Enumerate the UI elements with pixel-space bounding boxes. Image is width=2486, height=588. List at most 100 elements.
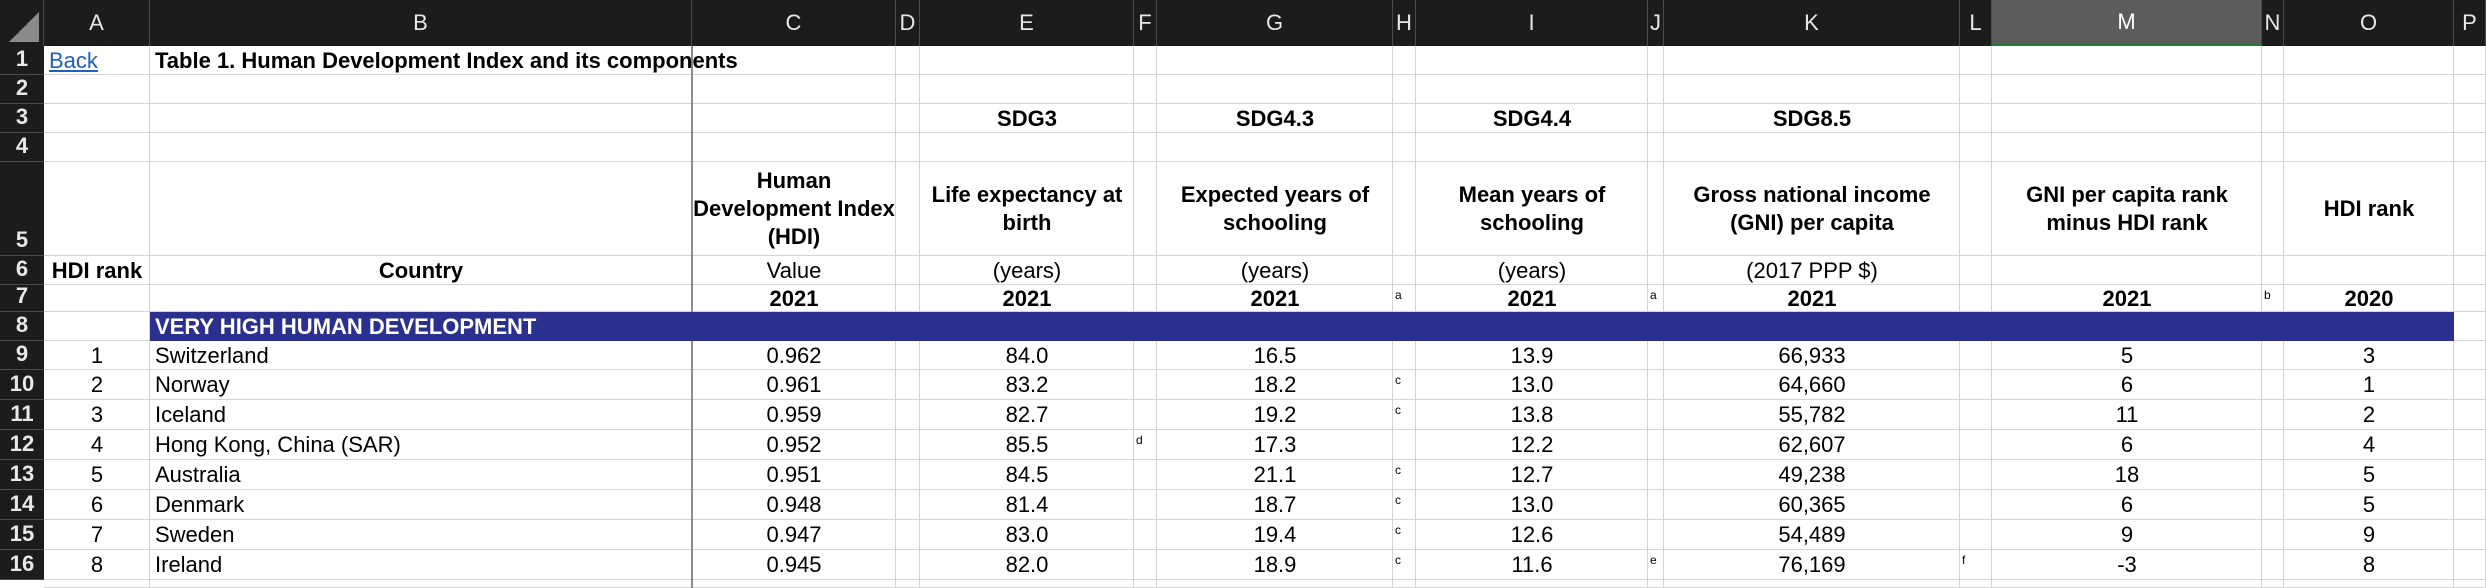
cell-hdi-value[interactable]: 0.947: [766, 522, 822, 547]
column-header-k[interactable]: K: [1664, 0, 1960, 46]
row-header-13[interactable]: 13: [0, 460, 44, 490]
cell-gni-rank-diff[interactable]: 9: [2120, 522, 2134, 547]
row-header-4[interactable]: 4: [0, 133, 44, 162]
column-header-b[interactable]: B: [150, 0, 692, 46]
cell-life-expectancy[interactable]: 83.2: [1005, 372, 1049, 397]
column-header-j[interactable]: J: [1648, 0, 1664, 46]
row-header-12[interactable]: 12: [0, 430, 44, 460]
row-header-16[interactable]: 16: [0, 550, 44, 580]
column-header-p[interactable]: P: [2454, 0, 2486, 46]
cell-life-expectancy[interactable]: 82.0: [1005, 552, 1049, 577]
cell-hdi-rank[interactable]: 2: [90, 372, 104, 397]
row-header-1[interactable]: 1: [0, 46, 44, 75]
select-all-corner[interactable]: [0, 0, 44, 46]
row-header-14[interactable]: 14: [0, 490, 44, 520]
cell-hdi-rank-2020[interactable]: 3: [2362, 342, 2376, 368]
row-header-3[interactable]: 3: [0, 104, 44, 133]
cell-gni[interactable]: 64,660: [1778, 372, 1846, 397]
cell-gni[interactable]: 76,169: [1778, 552, 1846, 577]
cell-hdi-rank-2020[interactable]: 1: [2362, 372, 2376, 397]
row-header-6[interactable]: 6: [0, 256, 44, 285]
cell-mean-schooling[interactable]: 11.6: [1511, 552, 1553, 577]
cell-country[interactable]: Sweden: [155, 522, 235, 547]
cell-gni[interactable]: 49,238: [1778, 462, 1846, 487]
column-header-g[interactable]: G: [1157, 0, 1393, 46]
row-header-2[interactable]: 2: [0, 75, 44, 104]
column-header-a[interactable]: A: [44, 0, 150, 46]
cell-gni[interactable]: 62,607: [1778, 432, 1846, 457]
cell-hdi-value[interactable]: 0.952: [766, 432, 822, 457]
cell-life-expectancy[interactable]: 81.4: [1005, 492, 1049, 517]
cell-gni-rank-diff[interactable]: 5: [2120, 342, 2134, 368]
column-header-n[interactable]: N: [2262, 0, 2284, 46]
column-header-f[interactable]: F: [1134, 0, 1157, 46]
cell-life-expectancy[interactable]: 83.0: [1005, 522, 1049, 547]
cell-hdi-rank[interactable]: 3: [90, 402, 104, 427]
column-header-i[interactable]: I: [1416, 0, 1648, 46]
cell-gni[interactable]: 60,365: [1778, 492, 1846, 517]
row-header-7[interactable]: 7: [0, 283, 44, 312]
cell-hdi-rank-2020[interactable]: 5: [2362, 462, 2376, 487]
column-header-d[interactable]: D: [896, 0, 920, 46]
cell-mean-schooling[interactable]: 12.2: [1510, 432, 1554, 457]
cell-hdi-rank[interactable]: 4: [90, 432, 104, 457]
cell-hdi-value[interactable]: 0.945: [766, 552, 822, 577]
cell-country[interactable]: Hong Kong, China (SAR): [155, 432, 401, 457]
cell-hdi-rank-2020[interactable]: 4: [2362, 432, 2376, 457]
row-header-10[interactable]: 10: [0, 370, 44, 400]
cell-country[interactable]: Ireland: [155, 552, 223, 577]
cell-gni-rank-diff[interactable]: 11: [2115, 402, 2139, 427]
cell-gni-rank-diff[interactable]: 6: [2120, 492, 2134, 517]
row-header-8[interactable]: 8: [0, 312, 44, 341]
cell-hdi-rank-2020[interactable]: 8: [2362, 552, 2376, 577]
cell-hdi-rank[interactable]: 5: [90, 462, 104, 487]
cell-hdi-rank-2020[interactable]: 2: [2362, 402, 2376, 427]
cell-hdi-rank[interactable]: 8: [90, 552, 104, 577]
column-header-m[interactable]: M: [1992, 0, 2262, 46]
cell-life-expectancy[interactable]: 84.0: [1005, 342, 1049, 368]
cell-gni-rank-diff[interactable]: -3: [2117, 552, 2137, 577]
cell-gni-rank-diff[interactable]: 18: [2114, 462, 2140, 487]
cell-expected-schooling[interactable]: 19.2: [1253, 402, 1297, 427]
cell-mean-schooling[interactable]: 13.9: [1510, 342, 1554, 368]
column-header-e[interactable]: E: [920, 0, 1134, 46]
cell-mean-schooling[interactable]: 13.8: [1510, 402, 1554, 427]
cell-gni[interactable]: 54,489: [1778, 522, 1846, 547]
cell-hdi-value[interactable]: 0.961: [766, 372, 822, 397]
cell-life-expectancy[interactable]: 84.5: [1005, 462, 1049, 487]
cell-life-expectancy[interactable]: 82.7: [1005, 402, 1049, 427]
cell-country[interactable]: Iceland: [155, 402, 226, 427]
cell-hdi-rank[interactable]: 6: [90, 492, 104, 517]
cell-gni[interactable]: 66,933: [1778, 342, 1846, 368]
row-header-11[interactable]: 11: [0, 400, 44, 430]
row-header-9[interactable]: 9: [0, 341, 44, 370]
cell-mean-schooling[interactable]: 13.0: [1510, 492, 1554, 517]
row-header-5[interactable]: 5: [0, 162, 44, 256]
cell-mean-schooling[interactable]: 13.0: [1510, 372, 1554, 397]
cell-hdi-value[interactable]: 0.962: [766, 342, 822, 368]
cell-expected-schooling[interactable]: 18.7: [1253, 492, 1297, 517]
column-header-o[interactable]: O: [2284, 0, 2454, 46]
row-header-15[interactable]: 15: [0, 520, 44, 550]
column-header-l[interactable]: L: [1960, 0, 1992, 46]
cell-hdi-rank-2020[interactable]: 9: [2362, 522, 2376, 547]
cell-expected-schooling[interactable]: 17.3: [1253, 432, 1297, 457]
cell-hdi-value[interactable]: 0.948: [766, 492, 822, 517]
cell-hdi-value[interactable]: 0.959: [766, 402, 822, 427]
cell-country[interactable]: Norway: [155, 372, 230, 397]
cell-expected-schooling[interactable]: 21.1: [1253, 462, 1297, 487]
cell-mean-schooling[interactable]: 12.6: [1510, 522, 1554, 547]
back-link[interactable]: Back: [49, 47, 98, 73]
column-header-h[interactable]: H: [1393, 0, 1416, 46]
cell-country[interactable]: Australia: [155, 462, 241, 487]
cell-country[interactable]: Switzerland: [155, 342, 269, 368]
cell-gni[interactable]: 55,782: [1778, 402, 1846, 427]
cell-gni-rank-diff[interactable]: 6: [2120, 432, 2134, 457]
cell-mean-schooling[interactable]: 12.7: [1510, 462, 1554, 487]
cell-hdi-rank[interactable]: 1: [90, 342, 104, 368]
cell-hdi-rank[interactable]: 7: [90, 522, 104, 547]
cell-country[interactable]: Denmark: [155, 492, 245, 517]
cell-gni-rank-diff[interactable]: 6: [2120, 372, 2134, 397]
cell-expected-schooling[interactable]: 18.9: [1253, 552, 1297, 577]
